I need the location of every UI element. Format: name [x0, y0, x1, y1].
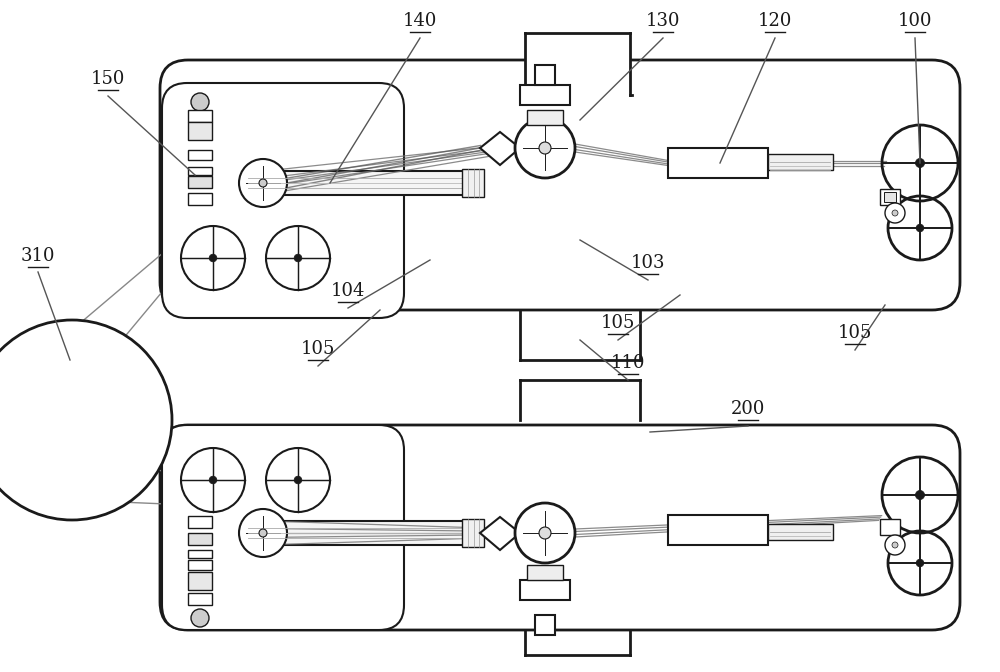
Text: 140: 140 [403, 12, 437, 30]
Bar [243, 171, 473, 195]
FancyBboxPatch shape [162, 425, 404, 630]
Circle shape [0, 320, 172, 520]
Circle shape [885, 535, 905, 555]
Text: 100: 100 [898, 12, 932, 30]
Circle shape [915, 159, 925, 167]
Bar [668, 148, 768, 178]
Bar [188, 550, 212, 558]
Text: 110: 110 [611, 354, 645, 372]
Circle shape [294, 476, 302, 484]
Bar [188, 150, 212, 160]
Text: 105: 105 [838, 324, 872, 342]
Bar [188, 572, 212, 590]
Bar [462, 169, 484, 197]
Circle shape [885, 203, 905, 223]
Bar [188, 533, 212, 545]
Bar [520, 580, 570, 600]
Bar [243, 521, 473, 545]
Bar [188, 167, 212, 175]
Bar [188, 193, 212, 205]
Text: 120: 120 [758, 12, 792, 30]
Text: 200: 200 [731, 400, 765, 418]
Circle shape [539, 527, 551, 539]
Circle shape [515, 503, 575, 563]
Text: 105: 105 [601, 314, 635, 332]
Bar [880, 189, 900, 205]
Bar [527, 110, 563, 125]
Bar [880, 519, 900, 535]
Bar [768, 524, 833, 540]
Bar [188, 593, 212, 605]
Circle shape [539, 142, 551, 154]
Bar [188, 176, 212, 188]
Bar [188, 122, 212, 140]
Bar [188, 560, 212, 570]
Bar [535, 65, 555, 85]
Bar [527, 565, 563, 580]
Circle shape [209, 254, 217, 262]
Bar [525, 30, 630, 95]
Bar [668, 515, 768, 545]
Text: 150: 150 [91, 70, 125, 88]
Circle shape [209, 476, 217, 484]
Bar [188, 110, 212, 122]
Circle shape [892, 542, 898, 548]
Text: 310: 310 [21, 247, 55, 265]
Polygon shape [480, 132, 520, 165]
Circle shape [239, 159, 287, 207]
Text: 104: 104 [331, 282, 365, 300]
Circle shape [259, 529, 267, 537]
Circle shape [239, 509, 287, 557]
Circle shape [515, 118, 575, 178]
Circle shape [916, 224, 924, 232]
FancyBboxPatch shape [160, 425, 960, 630]
Bar [535, 615, 555, 635]
Text: 105: 105 [301, 340, 335, 358]
Circle shape [191, 93, 209, 111]
Circle shape [294, 254, 302, 262]
Bar [188, 516, 212, 528]
Circle shape [916, 559, 924, 567]
Circle shape [915, 491, 925, 499]
Circle shape [259, 179, 267, 187]
Bar [768, 154, 833, 170]
FancyBboxPatch shape [162, 83, 404, 318]
Text: 130: 130 [646, 12, 680, 30]
Circle shape [892, 210, 898, 216]
Polygon shape [480, 517, 520, 550]
Bar [520, 85, 570, 105]
Circle shape [191, 609, 209, 627]
Text: 103: 103 [631, 254, 665, 272]
Bar [462, 519, 484, 547]
Bar [884, 192, 896, 202]
FancyBboxPatch shape [160, 60, 960, 310]
